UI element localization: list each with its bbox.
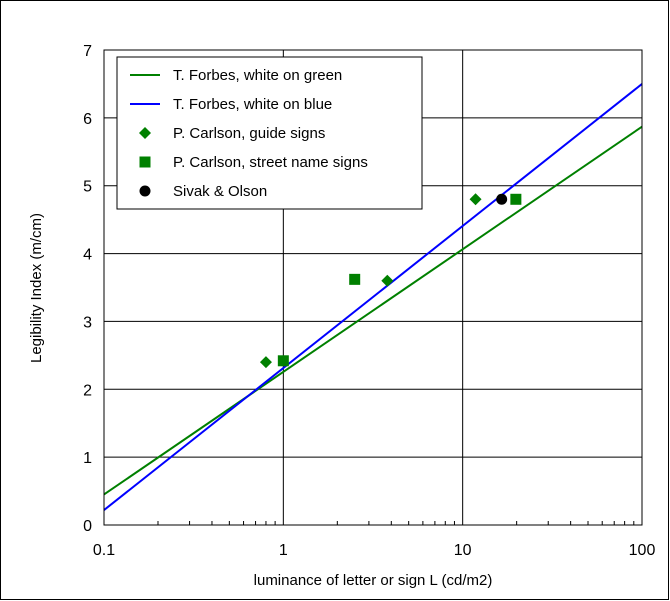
x-minor-ticks xyxy=(157,521,635,525)
legend-box xyxy=(116,56,423,210)
legend: T. Forbes, white on green T. Forbes, whit… xyxy=(116,56,423,210)
y-tick-label: 5 xyxy=(83,179,92,196)
x-tick-label: 0.1 xyxy=(93,542,115,559)
x-tick-label: 10 xyxy=(454,542,472,559)
square-marker xyxy=(510,193,522,205)
square-marker xyxy=(349,273,361,285)
y-tick-label: 0 xyxy=(83,518,92,535)
legend-label: P. Carlson, guide signs xyxy=(173,125,325,142)
series-line xyxy=(103,83,643,511)
x-tick-labels: 0.1 1 10 100 xyxy=(93,542,656,559)
legend-label: T. Forbes, white on green xyxy=(173,67,342,84)
series-markers xyxy=(259,193,522,369)
diamond-marker xyxy=(469,193,482,206)
plot-border xyxy=(103,49,643,526)
y-tick-label: 2 xyxy=(83,382,92,399)
legend-square-swatch xyxy=(139,156,151,168)
x-axis-label: luminance of letter or sign L (cd/m2) xyxy=(254,572,493,589)
y-tick-label: 1 xyxy=(83,450,92,467)
legend-diamond-swatch xyxy=(139,127,151,139)
y-tick-label: 7 xyxy=(83,43,92,60)
x-tick-label: 1 xyxy=(279,542,288,559)
square-marker xyxy=(277,355,289,367)
y-tick-label: 6 xyxy=(83,111,92,128)
circle-marker xyxy=(496,193,508,205)
legend-label: Sivak & Olson xyxy=(173,183,267,200)
series-lines xyxy=(103,83,643,511)
series-line xyxy=(103,125,643,496)
y-tick-labels: 0 1 2 3 4 5 6 7 xyxy=(83,43,92,535)
legend-circle-swatch xyxy=(139,185,151,197)
x-tick-label: 100 xyxy=(629,542,656,559)
diamond-marker xyxy=(381,274,394,287)
legend-label: T. Forbes, white on blue xyxy=(173,96,332,113)
y-axis-label: Legibility Index (m/cm) xyxy=(28,213,45,363)
y-tick-label: 4 xyxy=(83,247,92,264)
legend-label: P. Carlson, street name signs xyxy=(173,154,368,171)
y-tick-label: 3 xyxy=(83,314,92,331)
diamond-marker xyxy=(259,356,272,369)
